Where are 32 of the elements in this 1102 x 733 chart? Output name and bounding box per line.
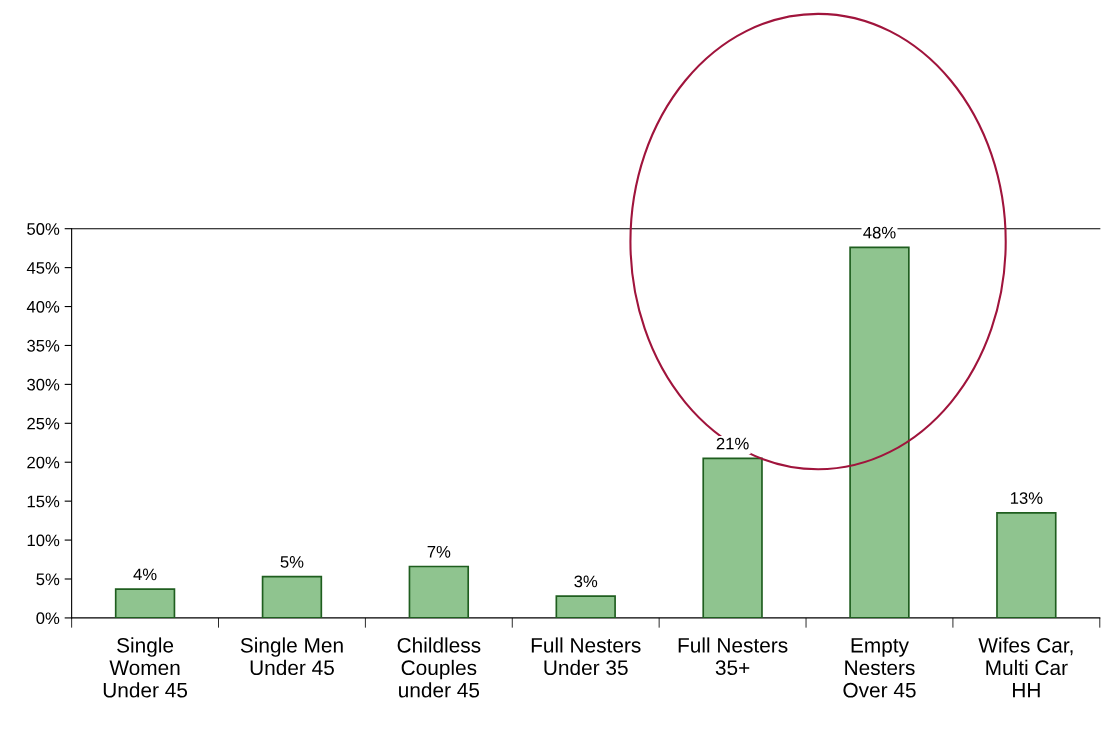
bar xyxy=(555,595,616,618)
y-tick-label: 35% xyxy=(27,339,60,352)
data-label: 4% xyxy=(133,568,157,581)
y-tick-label: 45% xyxy=(26,262,60,274)
data-label: 7% xyxy=(427,545,451,558)
x-tick-label: Childless Couples under 45 xyxy=(397,637,481,698)
bar xyxy=(408,565,470,618)
data-label: 21% xyxy=(716,437,749,450)
y-tick-label: 50% xyxy=(27,223,60,235)
y-tick-label: 15% xyxy=(27,495,60,508)
x-tick-label: Full Nesters Under 35 xyxy=(531,637,641,676)
y-tick-label: 25% xyxy=(27,417,60,430)
x-tick-label: Single Men Under 45 xyxy=(240,637,343,676)
data-label: 13% xyxy=(1010,492,1043,504)
x-tick-label: Empty Nesters Over 45 xyxy=(843,638,916,698)
x-tick-label: Wifes Car, Multi Car HH xyxy=(978,637,1073,698)
y-tick-label: 5% xyxy=(36,573,60,586)
bar xyxy=(702,457,763,618)
y-tick-label: 0% xyxy=(36,612,60,625)
x-tick-label: Single Women Under 45 xyxy=(103,637,188,698)
bar xyxy=(114,588,176,618)
x-tick-label: Full Nesters 35+ xyxy=(678,637,788,676)
y-tick-label: 10% xyxy=(27,534,60,547)
y-tick-label: 20% xyxy=(27,456,60,469)
bar xyxy=(996,511,1057,618)
y-tick-label: 30% xyxy=(27,378,60,391)
bar xyxy=(261,575,323,618)
data-label: 3% xyxy=(574,575,598,588)
data-label: 48% xyxy=(863,226,896,239)
y-tick-label: 40% xyxy=(26,300,60,313)
data-label: 5% xyxy=(280,556,304,568)
bar xyxy=(849,246,910,618)
